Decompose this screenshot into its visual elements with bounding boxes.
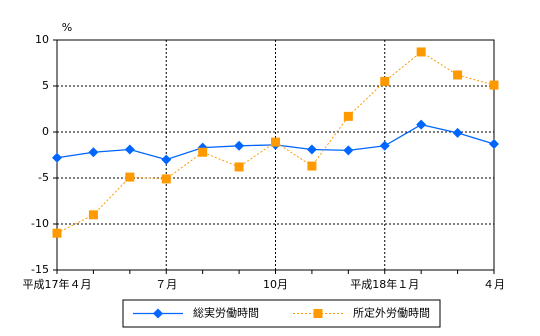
x-tick-label: ４月 — [483, 278, 505, 291]
y-tick-label: -5 — [38, 171, 49, 184]
point — [380, 76, 390, 86]
y-tick-label: 5 — [42, 79, 49, 92]
point — [453, 70, 463, 80]
x-tick-label: ７月 — [155, 278, 177, 291]
x-tick-label: 10月 — [263, 278, 288, 291]
point — [52, 152, 62, 163]
x-tick-label: 平成18年１月 — [350, 277, 419, 291]
point — [307, 161, 317, 171]
point — [161, 154, 172, 165]
legend-marker — [153, 308, 163, 319]
point — [271, 137, 280, 147]
point — [125, 172, 135, 182]
point — [124, 144, 135, 155]
point — [234, 162, 244, 172]
point — [452, 127, 463, 138]
y-tick-label: 0 — [42, 125, 49, 138]
point — [234, 140, 245, 151]
point — [88, 210, 98, 220]
point — [343, 111, 353, 121]
point — [343, 145, 354, 156]
y-tick-label: 10 — [35, 33, 49, 46]
legend-label: 総実労働時間 — [193, 306, 259, 320]
point — [88, 147, 99, 158]
point — [416, 47, 426, 57]
point — [198, 147, 208, 157]
legend-marker — [313, 309, 323, 318]
point — [161, 174, 171, 184]
point — [489, 80, 499, 90]
y-axis-label: % — [62, 21, 72, 34]
x-tick-label: 平成17年４月 — [23, 277, 92, 291]
y-tick-label: -10 — [31, 217, 49, 230]
y-tick-label: -15 — [31, 263, 49, 276]
point — [306, 144, 317, 155]
point — [379, 140, 390, 151]
point — [489, 138, 499, 149]
point — [52, 228, 62, 238]
legend-label: 所定外労働時間 — [353, 306, 430, 320]
plot-area — [56, 39, 495, 271]
point — [416, 119, 427, 130]
